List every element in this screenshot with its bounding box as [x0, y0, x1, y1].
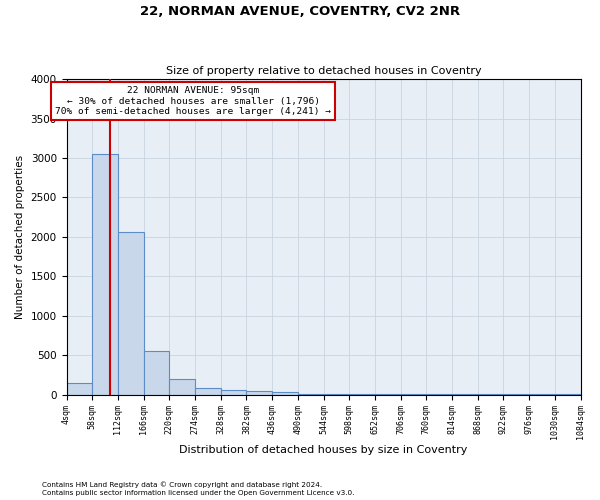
- Text: Contains HM Land Registry data © Crown copyright and database right 2024.: Contains HM Land Registry data © Crown c…: [42, 481, 322, 488]
- Bar: [195, 388, 221, 394]
- Bar: [272, 392, 298, 394]
- Text: 22, NORMAN AVENUE, COVENTRY, CV2 2NR: 22, NORMAN AVENUE, COVENTRY, CV2 2NR: [140, 5, 460, 18]
- X-axis label: Distribution of detached houses by size in Coventry: Distribution of detached houses by size …: [179, 445, 468, 455]
- Text: 22 NORMAN AVENUE: 95sqm
← 30% of detached houses are smaller (1,796)
70% of semi: 22 NORMAN AVENUE: 95sqm ← 30% of detache…: [55, 86, 331, 116]
- Bar: [169, 379, 195, 394]
- Bar: [143, 350, 169, 395]
- Bar: [221, 390, 247, 394]
- Bar: [247, 391, 272, 394]
- Bar: [92, 154, 118, 394]
- Bar: [118, 232, 143, 394]
- Bar: [67, 383, 92, 394]
- Text: Contains public sector information licensed under the Open Government Licence v3: Contains public sector information licen…: [42, 490, 355, 496]
- Y-axis label: Number of detached properties: Number of detached properties: [15, 155, 25, 319]
- Title: Size of property relative to detached houses in Coventry: Size of property relative to detached ho…: [166, 66, 481, 76]
